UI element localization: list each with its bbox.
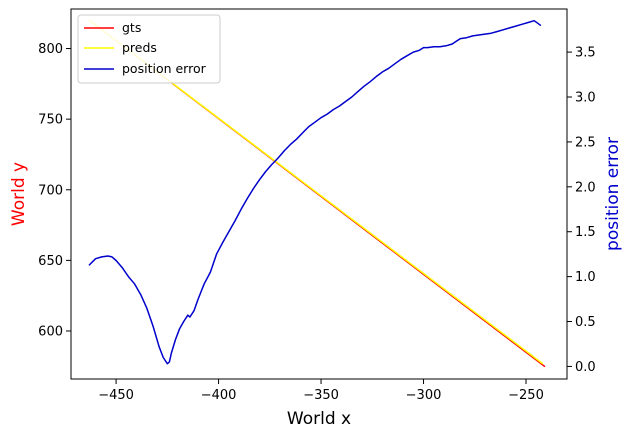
left-y-axis-title: World y	[9, 162, 29, 226]
series-line-position-error	[88, 19, 542, 365]
right-y-tick-label: 2.5	[575, 135, 596, 150]
x-tick-label: −350	[303, 388, 339, 403]
x-tick-label: −450	[98, 388, 134, 403]
legend-label-preds: preds	[122, 40, 157, 55]
right-y-tick-label: 0.5	[575, 315, 596, 330]
x-axis-title: World x	[287, 409, 351, 429]
left-y-tick-label: 800	[38, 42, 63, 57]
right-y-tick-label: 3.5	[575, 46, 596, 61]
x-tick-label: −250	[508, 388, 544, 403]
legend-label-position-error: position error	[122, 61, 207, 76]
left-y-tick-label: 650	[38, 254, 63, 269]
legend-box	[77, 14, 221, 84]
legend: gts preds position error	[77, 14, 221, 84]
x-axis-ticks: −450 −400 −350 −300 −250	[98, 379, 544, 403]
left-y-axis-ticks: 600 650 700 750 800	[38, 42, 71, 339]
right-y-tick-label: 3.0	[575, 91, 596, 106]
left-y-tick-label: 750	[38, 113, 63, 128]
x-tick-label: −400	[201, 388, 237, 403]
left-y-tick-label: 700	[38, 183, 63, 198]
left-y-tick-label: 600	[38, 324, 63, 339]
x-tick-label: −300	[406, 388, 442, 403]
right-y-tick-label: 2.0	[575, 180, 596, 195]
plot-frame	[70, 8, 568, 380]
right-y-axis-title: position error	[603, 137, 623, 251]
legend-label-gts: gts	[122, 20, 141, 35]
right-y-tick-label: 1.0	[575, 270, 596, 285]
right-y-tick-label: 1.5	[575, 225, 596, 240]
right-y-axis-ticks: 0.0 0.5 1.0 1.5 2.0 2.5 3.0 3.5	[567, 46, 596, 375]
right-y-tick-label: 0.0	[575, 360, 596, 375]
